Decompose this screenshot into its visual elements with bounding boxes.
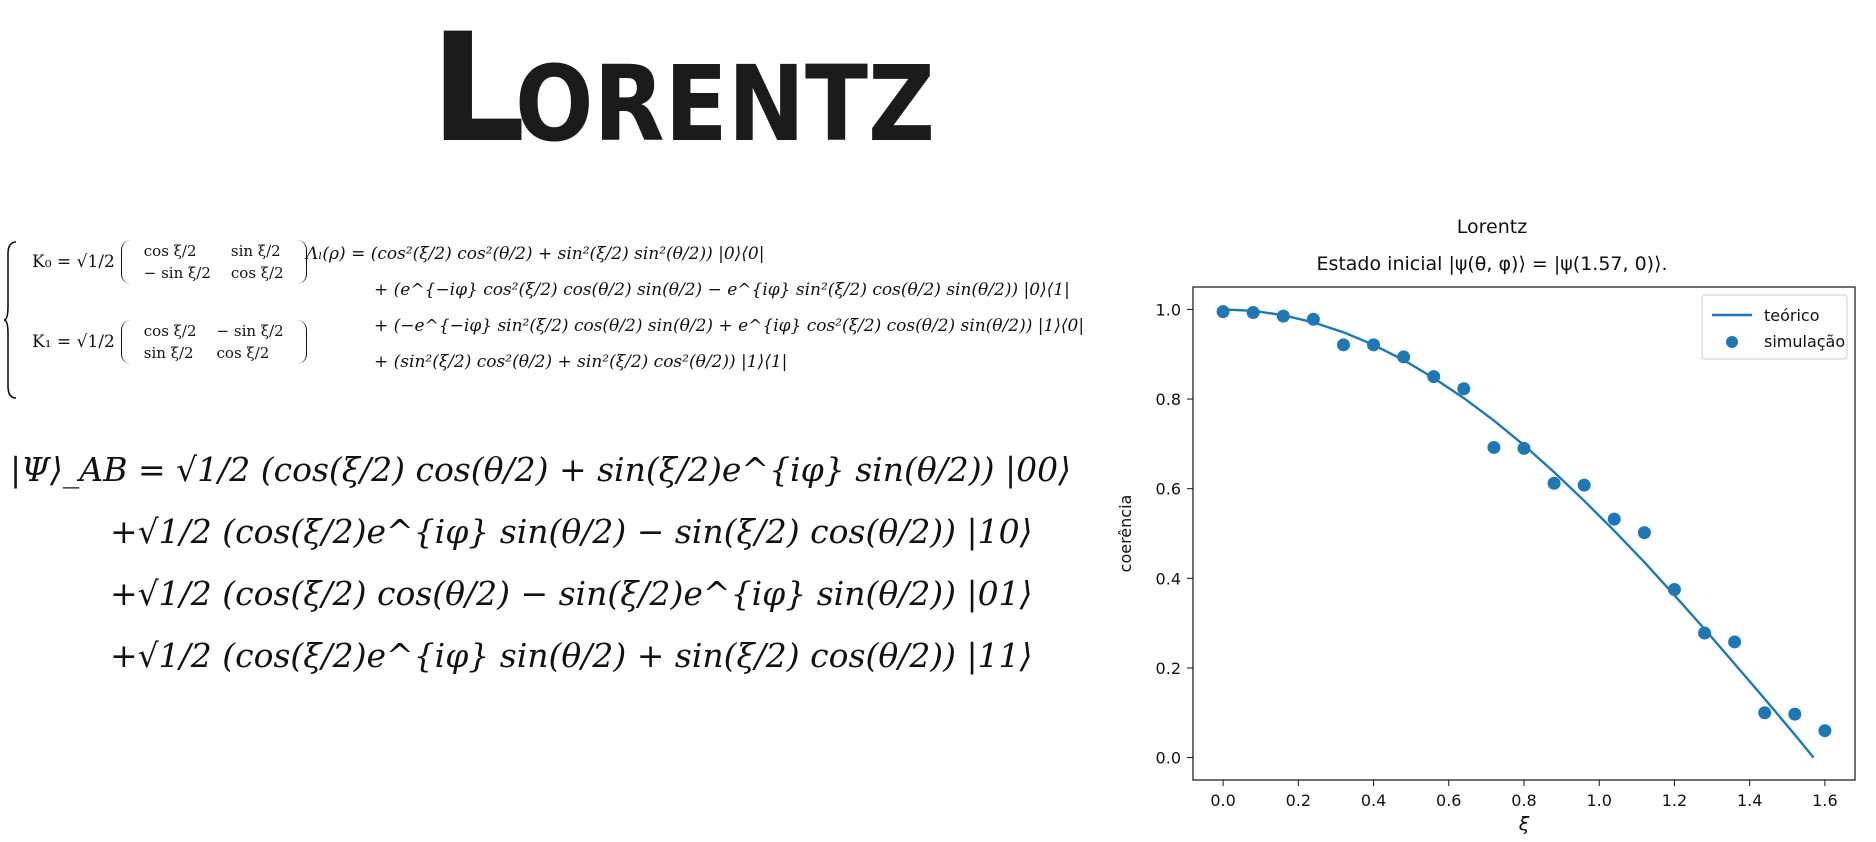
simulacao-point [1457, 382, 1471, 396]
k1-label: K₁ = √1/2 [32, 332, 115, 352]
lorentz-banner-text: ORENTZ [515, 43, 935, 152]
psi-line-3: +√1/2 (cos(ξ/2) cos(θ/2) − sin(ξ/2)e^{iφ… [110, 574, 1033, 613]
x-tick-label: 0.2 [1286, 791, 1311, 810]
lorentz-banner-letter-l: L [430, 2, 526, 152]
coherence-chart: Lorentz Estado inicial |ψ(θ, φ)⟩ = |ψ(1.… [1080, 210, 1856, 838]
lambda-line-3: + (−e^{−iφ} sin²(ξ/2) cos(θ/2) sin(θ/2) … [374, 316, 1085, 336]
x-tick-label: 1.6 [1812, 791, 1837, 810]
simulacao-point [1788, 707, 1802, 721]
simulacao-point [1367, 338, 1381, 352]
x-tick-label: 0.0 [1210, 791, 1235, 810]
k1-m11: cos ξ/2 [216, 344, 270, 362]
kraus-operators-block: K₀ = √1/2 cos ξ/2 sin ξ/2 − sin ξ/2 cos ξ/… [0, 232, 1084, 412]
k0-m10: − sin ξ/2 [143, 264, 211, 282]
x-tick-label: 0.8 [1511, 791, 1536, 810]
lambda-line-2: + (e^{−iφ} cos²(ξ/2) cos(θ/2) sin(θ/2) −… [374, 280, 1070, 300]
k1-matrix: cos ξ/2 − sin ξ/2 sin ξ/2 cos ξ/2 [120, 320, 307, 364]
simulacao-point [1637, 526, 1651, 540]
lorentz-banner: L ORENTZ [420, 2, 940, 176]
coherence-chart-svg: Lorentz Estado inicial |ψ(θ, φ)⟩ = |ψ(1.… [1116, 216, 1856, 835]
x-tick-label: 1.4 [1737, 791, 1762, 810]
k1-m10: sin ξ/2 [143, 344, 194, 362]
simulacao-point [1216, 305, 1230, 319]
y-tick-label: 0.2 [1156, 659, 1181, 678]
x-axis-label: ξ [1518, 813, 1530, 835]
y-tick-label: 0.6 [1156, 480, 1181, 499]
k0-label: K₀ = √1/2 [32, 252, 115, 272]
chart-title: Lorentz [1457, 216, 1527, 238]
simulacao-point [1607, 512, 1621, 526]
plot-area-frame [1192, 286, 1856, 781]
simulacao-point [1728, 635, 1742, 649]
lorentz-banner-art: L ORENTZ [430, 2, 935, 176]
x-tick-label: 0.4 [1361, 791, 1386, 810]
simulacao-point [1547, 476, 1561, 490]
simulacao-point [1698, 626, 1712, 640]
simulacao-point [1427, 370, 1441, 384]
simulacao-point [1517, 441, 1531, 455]
k1-row: K₁ = √1/2 cos ξ/2− sin ξ/2 sin ξ/2 cos ξ/… [32, 320, 307, 364]
k0-m01: sin ξ/2 [230, 242, 281, 260]
simulacao-point [1336, 338, 1350, 352]
psi-line-1: |Ψ⟩_AB = √1/2 (cos(ξ/2) cos(θ/2) + sin(ξ… [10, 450, 1072, 489]
legend-dot-swatch [1726, 336, 1738, 348]
k1-m00: cos ξ/2 [143, 322, 197, 340]
simulacao-point [1487, 440, 1501, 454]
simulacao-point [1758, 706, 1772, 720]
y-tick-label: 0.8 [1156, 390, 1181, 409]
simulacao-point [1577, 478, 1591, 492]
simulacao-point [1246, 306, 1260, 320]
k0-m11: cos ξ/2 [230, 264, 284, 282]
k0-matrix: cos ξ/2 sin ξ/2 − sin ξ/2 cos ξ/2 [120, 240, 307, 284]
x-tick-label: 0.6 [1436, 791, 1461, 810]
simulacao-point [1306, 312, 1320, 326]
x-tick-label: 1.0 [1587, 791, 1612, 810]
k1-m01: − sin ξ/2 [216, 322, 284, 340]
x-tick-label: 1.2 [1662, 791, 1687, 810]
chart-subtitle: Estado inicial |ψ(θ, φ)⟩ = |ψ(1.57, 0)⟩. [1316, 253, 1667, 275]
y-tick-label: 0.4 [1156, 569, 1181, 588]
lambda-line-4: + (sin²(ξ/2) cos²(θ/2) + sin²(ξ/2) cos²(… [374, 352, 788, 372]
legend-label-simulacao: simulação [1764, 332, 1845, 351]
simulacao-point [1818, 724, 1832, 738]
chart-legend: teórico simulação [1701, 294, 1848, 360]
y-tick-label: 0.0 [1156, 749, 1181, 768]
psi-line-4: +√1/2 (cos(ξ/2)e^{iφ} sin(θ/2) + sin(ξ/2… [110, 636, 1033, 675]
simulacao-point [1667, 583, 1681, 597]
left-brace-icon [4, 241, 17, 399]
teorico-line [1223, 308, 1815, 759]
k0-m00: cos ξ/2 [143, 242, 197, 260]
y-tick-label: 1.0 [1156, 300, 1181, 319]
simulacao-point [1276, 309, 1290, 323]
legend-box [1701, 294, 1848, 360]
psi-line-2: +√1/2 (cos(ξ/2)e^{iφ} sin(θ/2) − sin(ξ/2… [110, 512, 1033, 551]
y-axis-label: coerência [1116, 495, 1135, 573]
k0-row: K₀ = √1/2 cos ξ/2 sin ξ/2 − sin ξ/2 cos ξ/… [32, 240, 307, 284]
lambda-line-1: Λₗ(ρ) = (cos²(ξ/2) cos²(θ/2) + sin²(ξ/2)… [306, 244, 765, 264]
legend-label-teorico: teórico [1764, 306, 1820, 325]
simulacao-point [1397, 350, 1411, 364]
